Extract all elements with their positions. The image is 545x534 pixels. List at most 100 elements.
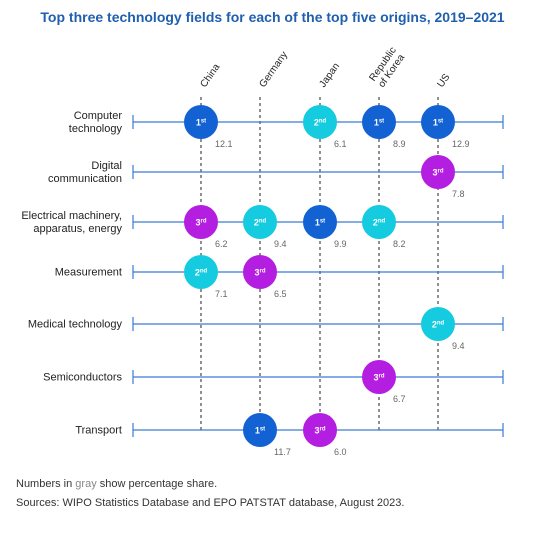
rank-number: 2 [254, 218, 259, 228]
rank-number: 1 [255, 426, 260, 436]
rank-label: 2nd [314, 118, 327, 128]
share-value: 12.9 [452, 139, 470, 149]
origin-label-line: US [435, 72, 452, 90]
sources-note: Sources: WIPO Statistics Database and EP… [16, 497, 405, 509]
share-value: 12.1 [215, 139, 233, 149]
rank-suffix: rd [320, 427, 326, 433]
rank-number: 2 [195, 268, 200, 278]
rank-number: 3 [314, 426, 319, 436]
rank-suffix: rd [260, 269, 266, 275]
rank-suffix: st [201, 119, 206, 125]
rank-suffix: rd [438, 169, 444, 175]
origin-label: Germany [257, 50, 290, 90]
origin-label: Republicof Korea [367, 45, 407, 90]
rank-suffix: nd [378, 219, 386, 225]
rank-suffix: rd [379, 374, 385, 380]
rank-bubble [421, 105, 455, 139]
rank-bubble [184, 105, 218, 139]
rank-suffix: st [438, 119, 443, 125]
rank-number: 2 [373, 218, 378, 228]
rank-label: 1st [433, 118, 443, 128]
rank-label: 2nd [373, 218, 386, 228]
rank-suffix: nd [200, 269, 208, 275]
rank-number: 2 [314, 118, 319, 128]
rank-label: 1st [255, 426, 265, 436]
share-value: 7.1 [215, 289, 228, 299]
share-value: 9.4 [452, 341, 465, 351]
rank-bubble [362, 205, 396, 239]
field-label-line: Semiconductors [43, 372, 122, 384]
rank-suffix: nd [259, 219, 267, 225]
rank-number: 1 [315, 218, 320, 228]
share-value: 6.1 [334, 139, 347, 149]
field-label-line: Electrical machinery, [21, 210, 122, 222]
rank-suffix: nd [437, 321, 445, 327]
rank-suffix: st [320, 219, 325, 225]
footnote-pre: Numbers in [16, 478, 76, 490]
rank-suffix: st [260, 427, 265, 433]
field-label-line: apparatus, energy [33, 223, 122, 235]
footnote: Numbers in gray show percentage share. [16, 478, 217, 490]
origin-label-line: Germany [257, 50, 290, 90]
rank-number: 1 [196, 118, 201, 128]
share-value: 6.7 [393, 394, 406, 404]
field-label-line: communication [48, 173, 122, 185]
field-label-line: Digital [91, 160, 122, 172]
rank-label: 1st [374, 118, 384, 128]
origin-label: US [435, 72, 452, 90]
rank-bubble [303, 105, 337, 139]
field-label: Medical technology [28, 319, 123, 331]
rank-label: 3rd [373, 373, 384, 383]
field-label: Computer technology [69, 110, 123, 135]
rank-bubble [421, 155, 455, 189]
share-value: 8.2 [393, 239, 406, 249]
origin-label-line: Japan [317, 61, 342, 90]
field-label: Semiconductors [43, 372, 122, 384]
rank-suffix: rd [201, 219, 207, 225]
rank-bubble [243, 205, 277, 239]
share-value: 9.9 [334, 239, 347, 249]
origin-label: China [198, 62, 222, 90]
rank-suffix: st [379, 119, 384, 125]
rank-bubble [362, 360, 396, 394]
rank-label: 2nd [432, 320, 445, 330]
rank-bubble [303, 205, 337, 239]
share-value: 9.4 [274, 239, 287, 249]
field-label-line: Transport [75, 425, 122, 437]
rank-number: 3 [254, 268, 259, 278]
share-value: 7.8 [452, 189, 465, 199]
rank-label: 1st [196, 118, 206, 128]
rank-bubble [184, 255, 218, 289]
rank-label: 1st [315, 218, 325, 228]
rank-label: 3rd [254, 268, 265, 278]
rank-suffix: nd [319, 119, 327, 125]
footnote-gray: gray [75, 478, 97, 490]
rank-bubble [303, 413, 337, 447]
field-label-line: Measurement [55, 267, 122, 279]
rank-label: 3rd [314, 426, 325, 436]
rank-label: 2nd [254, 218, 267, 228]
rank-label: 2nd [195, 268, 208, 278]
field-label: Electrical machinery, apparatus, energy [21, 210, 122, 235]
rank-bubble [184, 205, 218, 239]
share-value: 6.2 [215, 239, 228, 249]
rank-number: 3 [195, 218, 200, 228]
share-value: 6.5 [274, 289, 287, 299]
rank-label: 3rd [432, 168, 443, 178]
rank-number: 3 [432, 168, 437, 178]
rank-number: 1 [433, 118, 438, 128]
field-label-line: Computer [74, 110, 123, 122]
rank-number: 2 [432, 320, 437, 330]
rank-bubble [362, 105, 396, 139]
field-label-line: technology [69, 123, 123, 135]
chart-title: Top three technology fields for each of … [40, 9, 505, 25]
field-label-line: Medical technology [28, 319, 123, 331]
share-value: 6.0 [334, 447, 347, 457]
field-label: Transport [75, 425, 122, 437]
rank-number: 1 [374, 118, 379, 128]
share-value: 8.9 [393, 139, 406, 149]
field-label: Measurement [55, 267, 122, 279]
rank-bubble [243, 255, 277, 289]
rank-label: 3rd [195, 218, 206, 228]
